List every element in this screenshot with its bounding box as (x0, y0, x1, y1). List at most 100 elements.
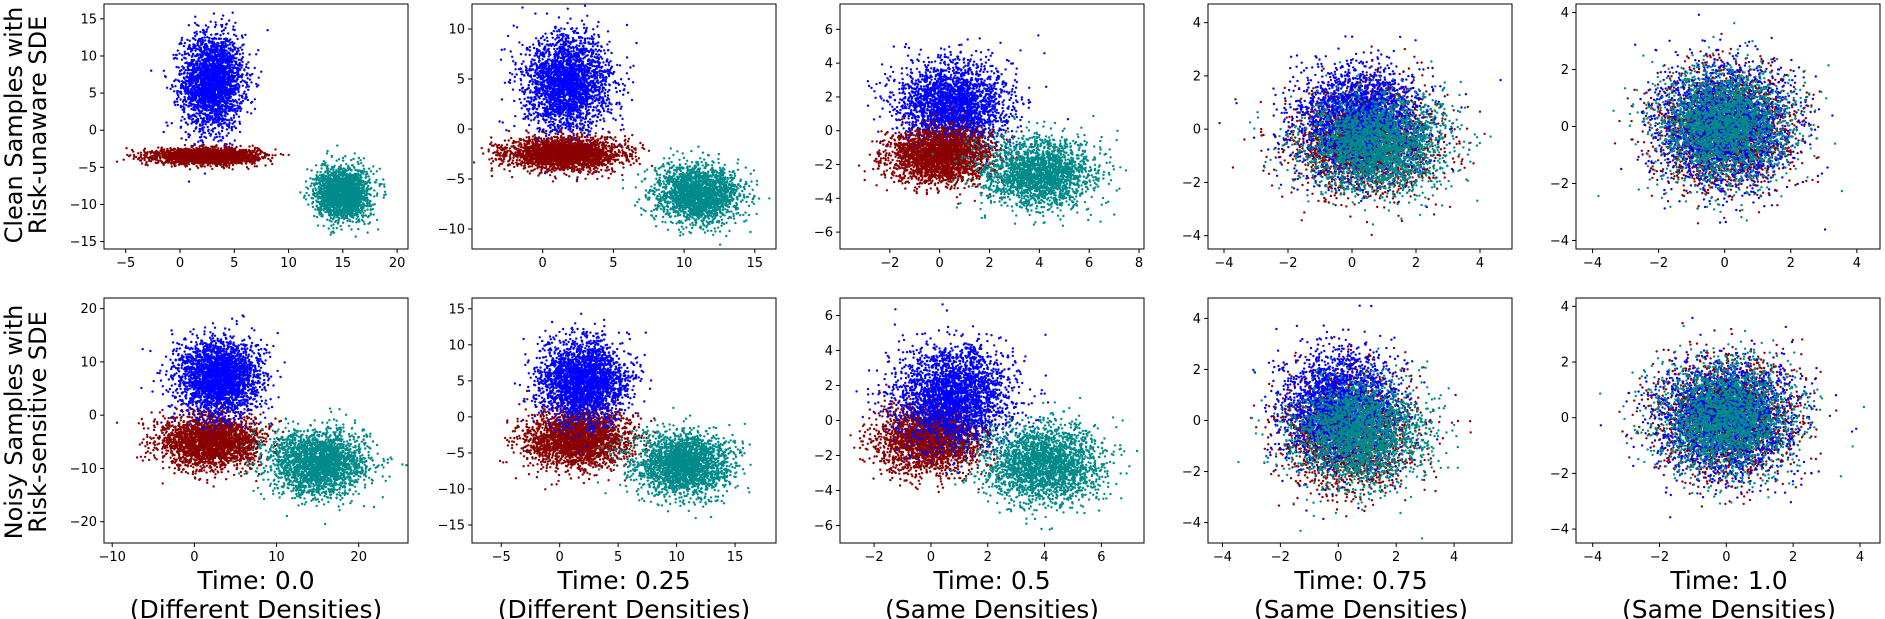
col-label-2-line2: (Same Densities) (885, 595, 1099, 619)
point (198, 38, 200, 40)
point (213, 48, 215, 50)
point (123, 159, 125, 161)
point (223, 65, 225, 67)
point (211, 108, 213, 110)
point (140, 160, 142, 162)
point (231, 80, 233, 82)
point (234, 147, 236, 149)
point (246, 166, 248, 168)
point (241, 49, 243, 51)
point (208, 132, 210, 134)
point (177, 96, 179, 98)
point (218, 103, 220, 105)
point (169, 88, 171, 90)
point (191, 62, 193, 64)
point (218, 58, 220, 60)
point (247, 67, 249, 69)
point (184, 42, 186, 44)
point (214, 56, 216, 58)
point (190, 108, 192, 110)
point (176, 57, 178, 59)
point (183, 67, 185, 69)
point (211, 168, 213, 170)
point (187, 69, 189, 71)
point (223, 98, 225, 100)
point (229, 84, 231, 86)
point (202, 119, 204, 121)
point (238, 94, 240, 96)
point (214, 21, 216, 23)
point (244, 81, 246, 83)
point (216, 42, 218, 44)
point (223, 51, 225, 53)
point (216, 84, 218, 86)
point (271, 154, 273, 156)
point (194, 115, 196, 117)
point (213, 139, 215, 141)
point (185, 84, 187, 86)
point (254, 67, 256, 69)
point (256, 85, 258, 87)
point (184, 93, 186, 95)
point (249, 78, 251, 80)
point (200, 42, 202, 44)
point (236, 78, 238, 80)
point (224, 73, 226, 75)
point (219, 80, 221, 82)
point (206, 51, 208, 53)
point (247, 89, 249, 91)
point (190, 88, 192, 90)
point (226, 65, 228, 67)
point (193, 64, 195, 66)
point (217, 62, 219, 64)
point (222, 77, 224, 79)
point (198, 66, 200, 68)
point (171, 122, 173, 124)
point (183, 96, 185, 98)
point (222, 110, 224, 112)
point (215, 59, 217, 61)
point (184, 51, 186, 53)
point (260, 71, 262, 73)
point (181, 84, 183, 86)
point (218, 133, 220, 135)
col-label-3-line2: (Same Densities) (1254, 595, 1468, 619)
point (231, 60, 233, 62)
col-label-0-line2: (Different Densities) (130, 595, 383, 619)
point (244, 34, 246, 36)
point (201, 133, 203, 135)
point (208, 85, 210, 87)
point (204, 39, 206, 41)
point (282, 154, 284, 156)
point (193, 106, 195, 108)
point (156, 153, 158, 155)
point (247, 99, 249, 101)
point (241, 95, 243, 97)
point (225, 82, 227, 84)
point (243, 90, 245, 92)
col-label-0-line1: Time: 0.0 (196, 566, 314, 595)
point (207, 60, 209, 62)
point (183, 72, 185, 74)
point (188, 115, 190, 117)
point (200, 98, 202, 100)
point (212, 68, 214, 70)
point (199, 31, 201, 33)
point (218, 60, 220, 62)
point (193, 71, 195, 73)
point (228, 164, 230, 166)
point (214, 103, 216, 105)
point (199, 50, 201, 52)
point (166, 87, 168, 89)
point (232, 54, 234, 56)
point (234, 139, 236, 141)
point (235, 63, 237, 65)
point (162, 164, 164, 166)
point (231, 103, 233, 105)
point (237, 72, 239, 74)
point (228, 167, 230, 169)
point (177, 94, 179, 96)
point (183, 111, 185, 113)
point (271, 163, 273, 165)
